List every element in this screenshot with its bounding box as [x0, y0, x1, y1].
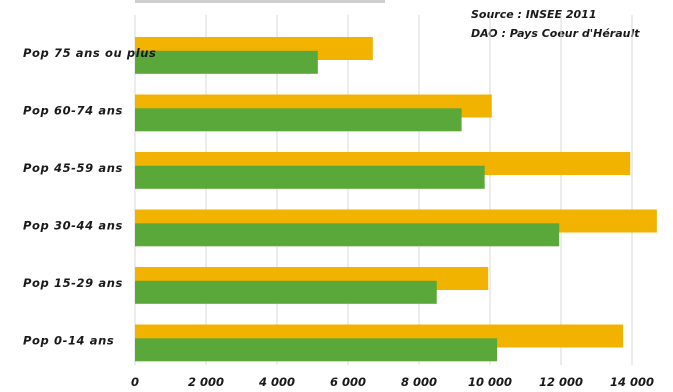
- tick-label-7: 14 000: [610, 375, 654, 389]
- tick-label-6: 12 000: [539, 375, 583, 389]
- category-label-5: Pop 0-14 ans: [23, 334, 114, 348]
- source-note: Source : INSEE 2011: [471, 8, 597, 21]
- tick-label-1: 2 000: [188, 375, 224, 389]
- category-label-1: Pop 60-74 ans: [23, 104, 123, 118]
- category-label-3: Pop 30-44 ans: [23, 219, 123, 233]
- bar-s1-c0: [135, 50, 318, 74]
- grid-lines: [134, 15, 633, 365]
- tick-label-4: 8 000: [401, 375, 437, 389]
- bar-s1-c2: [135, 165, 485, 189]
- bars: [135, 37, 657, 362]
- bar-s1-c3: [135, 223, 560, 247]
- tick-label-0: 0: [131, 375, 139, 389]
- category-label-0: Pop 75 ans ou plus: [23, 46, 156, 60]
- dao-note: DAO : Pays Coeur d'Hérault: [471, 27, 640, 40]
- bar-s1-c5: [135, 338, 498, 362]
- tick-label-2: 4 000: [258, 375, 295, 389]
- category-labels: Pop 75 ans ou plus Pop 60-74 ans Pop 45-59…: [23, 46, 156, 348]
- bar-s1-c1: [135, 108, 462, 132]
- tick-labels: 0 2 000 4 000 6 000 8 000 10 000 12 000 14 000: [131, 375, 654, 389]
- category-label-4: Pop 15-29 ans: [23, 276, 123, 290]
- bar-s1-c4: [135, 280, 437, 304]
- category-label-2: Pop 45-59 ans: [23, 161, 123, 175]
- tick-label-3: 6 000: [330, 375, 366, 389]
- title-strip: [135, 0, 385, 3]
- tick-label-5: 10 000: [468, 375, 512, 389]
